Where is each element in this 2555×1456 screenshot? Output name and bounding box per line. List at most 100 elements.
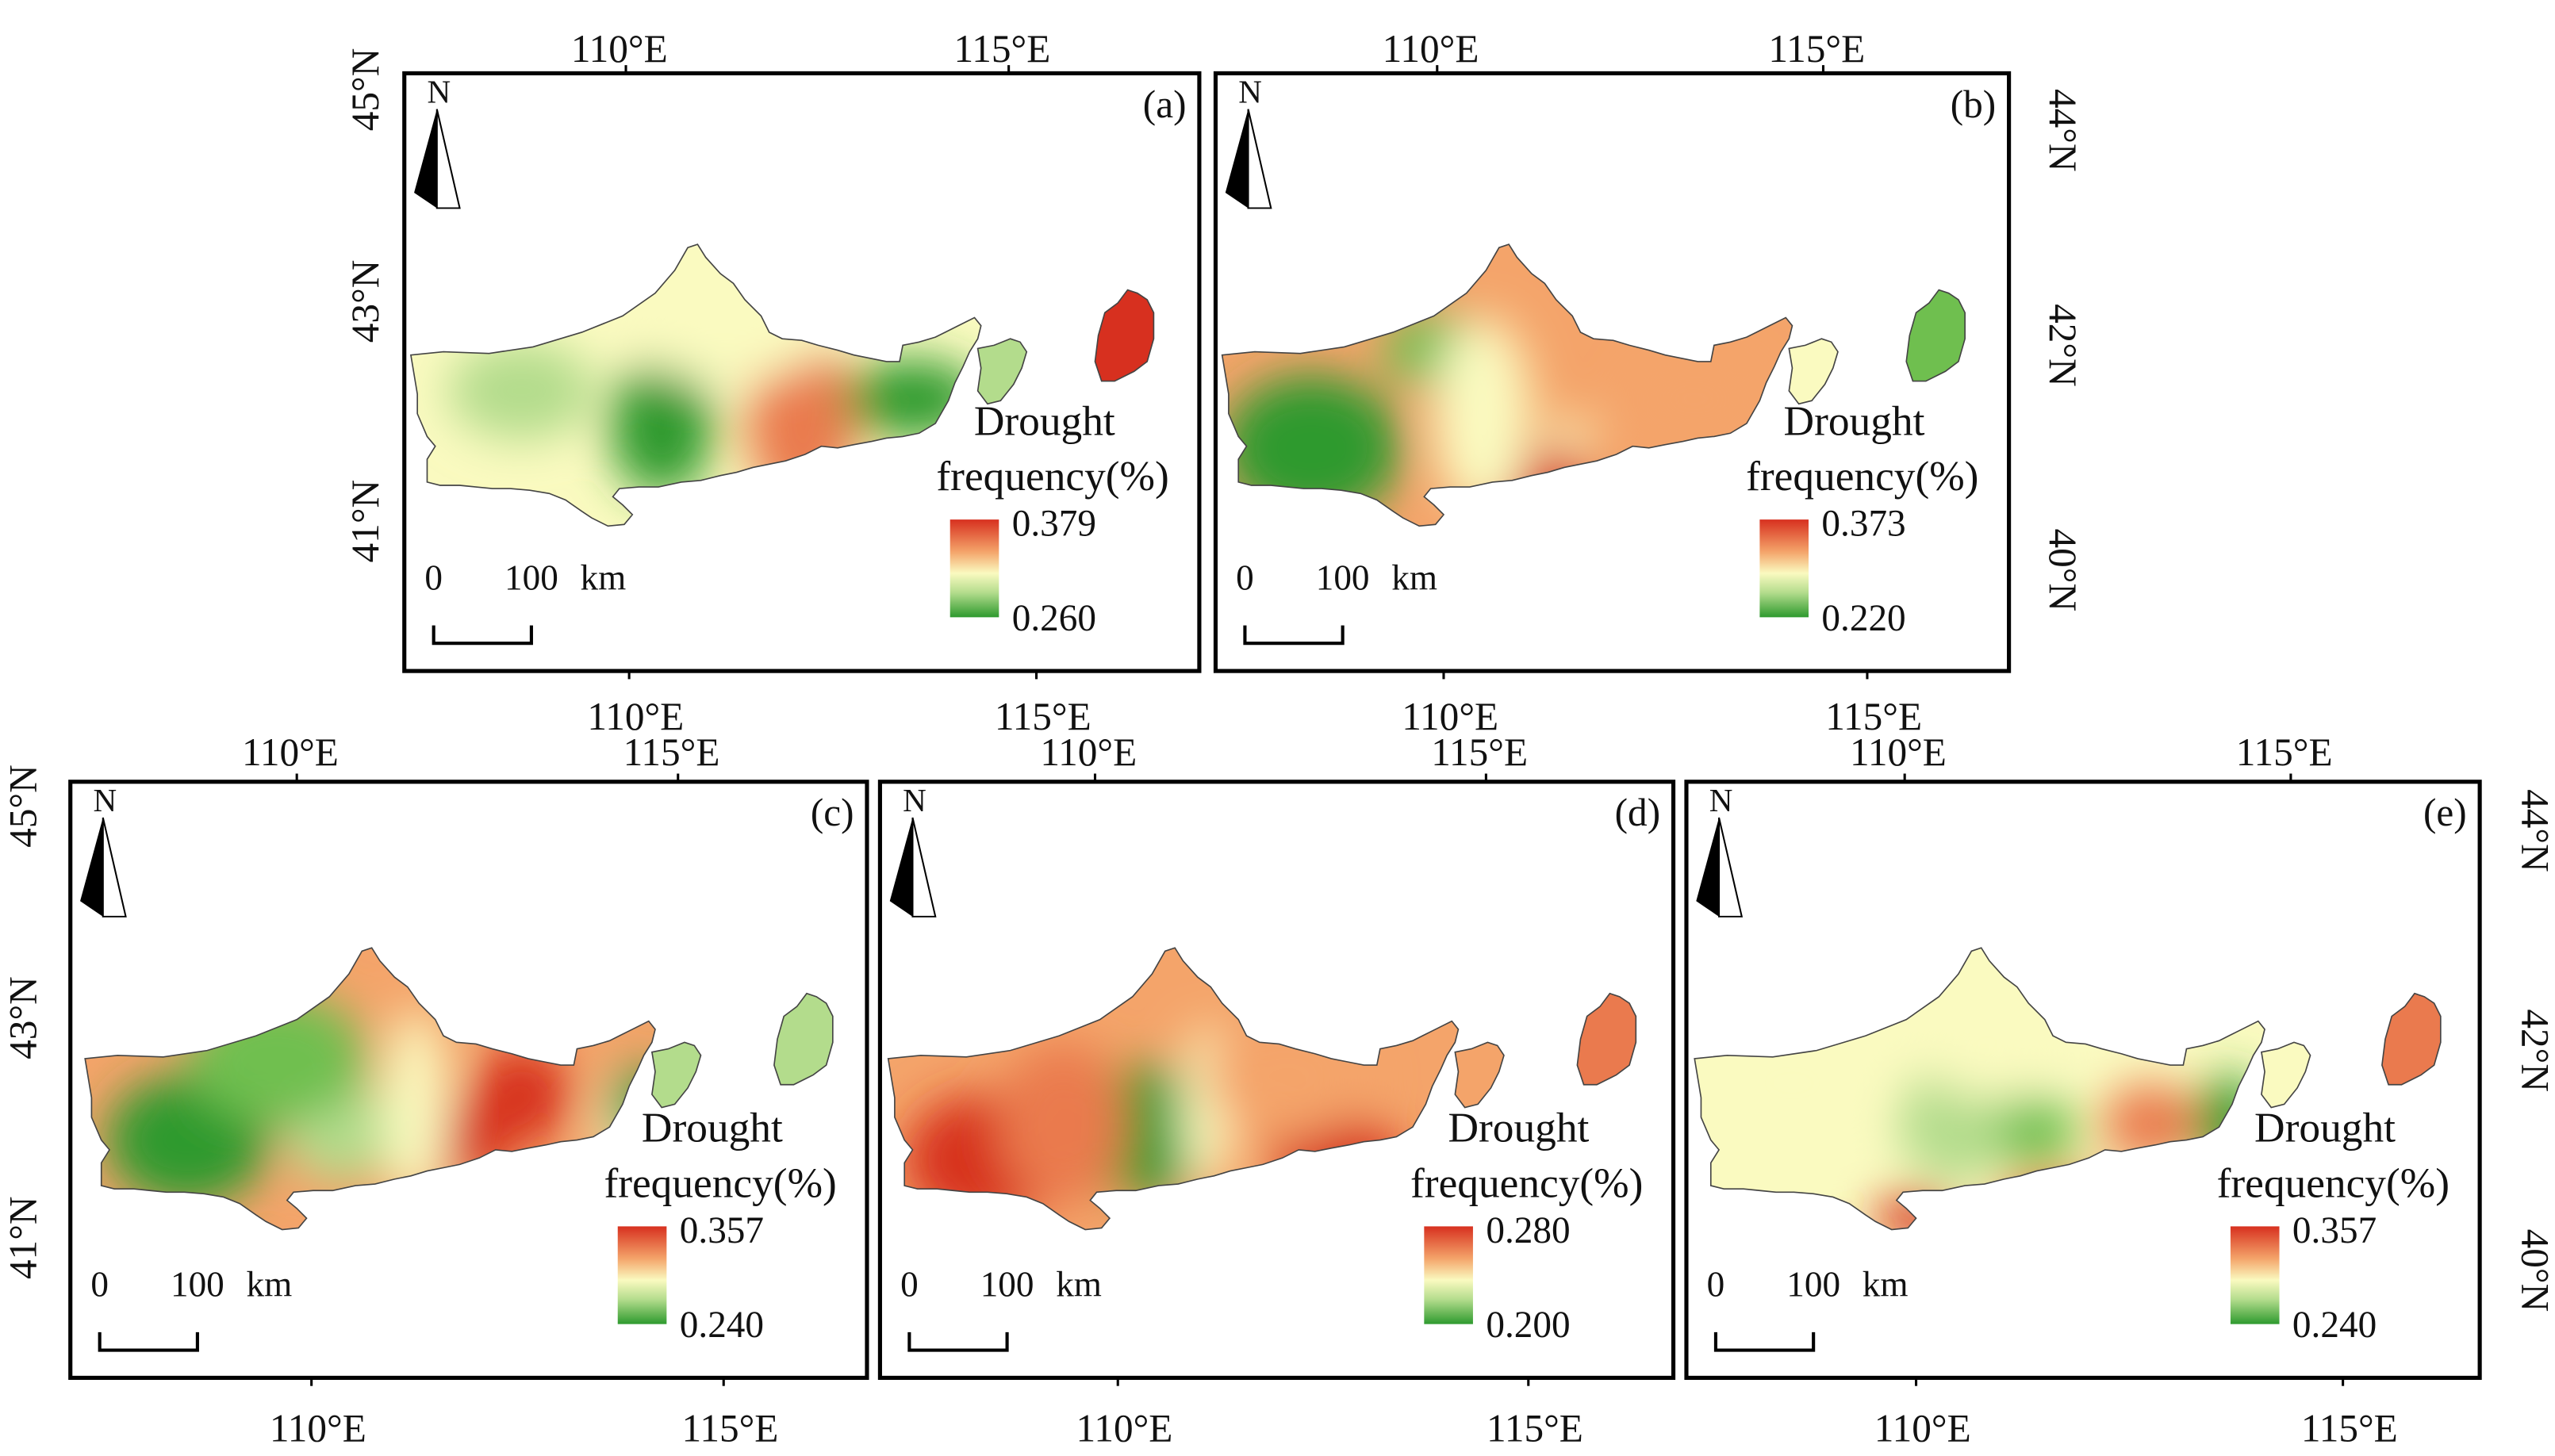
map-frame	[402, 71, 1202, 673]
lon-label-bottom: 115°E	[2301, 1407, 2398, 1450]
map-frame	[1213, 71, 2012, 673]
north-arrow-icon: N	[413, 73, 461, 209]
north-arrow-icon: N	[1224, 73, 1272, 209]
lon-label-top: 115°E	[1768, 27, 1865, 71]
lon-label-bottom: 115°E	[682, 1407, 779, 1450]
drought-map-region	[1694, 947, 2266, 1231]
lat-label: 42°N	[2514, 1009, 2555, 1092]
axis-ticks	[295, 773, 725, 1386]
lon-label-bottom: 110°E	[1076, 1407, 1173, 1450]
lon-label-top: 110°E	[571, 27, 668, 71]
svg-text:100: 100	[1786, 1265, 1840, 1305]
map-panel-c: (c) 110°E 115°E 110°E 115°E 45°N 43°N 41°N N 0 100…	[2, 730, 869, 1450]
lat-label: 44°N	[2041, 89, 2085, 172]
lon-label-bottom: 110°E	[1402, 695, 1498, 738]
legend: Drought frequency(%)0.357 0.240	[604, 1104, 836, 1346]
svg-text:Drought: Drought	[1448, 1104, 1589, 1151]
panel-label: (b)	[1951, 82, 1996, 126]
lon-label-bottom: 115°E	[995, 695, 1091, 738]
legend-color-ramp	[1424, 1226, 1473, 1324]
legend-min: 0.240	[680, 1305, 764, 1346]
legend: Drought frequency(%)0.357 0.240	[2217, 1104, 2450, 1346]
lat-label: 40°N	[2514, 1229, 2555, 1312]
legend-color-ramp	[949, 519, 999, 618]
east-patch-2	[1094, 289, 1155, 382]
lat-label: 40°N	[2041, 529, 2085, 612]
svg-text:0: 0	[1707, 1265, 1725, 1305]
east-patch-2	[773, 992, 834, 1086]
lon-label-top: 115°E	[623, 730, 720, 774]
east-patch-1	[1788, 338, 1839, 405]
east-patch-1	[1454, 1041, 1505, 1109]
map-panel-b: (b) 110°E 115°E 110°E 115°E 44°N 42°N 40°N N 0 100…	[1213, 27, 2085, 738]
lon-label-top: 115°E	[2236, 730, 2333, 774]
svg-text:Drought: Drought	[974, 397, 1115, 444]
north-arrow-icon: N	[79, 782, 127, 918]
svg-text:km: km	[581, 557, 627, 597]
lon-label-bottom: 110°E	[1874, 1407, 1971, 1450]
drought-map-region	[887, 947, 1460, 1231]
svg-text:0: 0	[900, 1265, 919, 1305]
legend-color-ramp	[1759, 519, 1809, 618]
lon-label-top: 110°E	[1850, 730, 1947, 774]
lat-label: 43°N	[2, 976, 45, 1059]
svg-text:frequency(%): frequency(%)	[1410, 1159, 1643, 1206]
legend: Drought frequency(%)0.373 0.220	[1746, 397, 1978, 638]
svg-text:N: N	[1238, 73, 1262, 109]
lat-label: 44°N	[2514, 789, 2555, 872]
legend-max: 0.373	[1821, 504, 1905, 545]
lon-label-top: 115°E	[1431, 730, 1528, 774]
scale-bar: 0 100 km	[1236, 557, 1437, 646]
svg-text:km: km	[1056, 1265, 1102, 1305]
legend-max: 0.357	[2292, 1210, 2377, 1251]
lon-label-top: 110°E	[242, 730, 339, 774]
axis-ticks	[624, 65, 1038, 680]
legend: Drought frequency(%)0.379 0.260	[936, 397, 1168, 638]
lon-label-bottom: 115°E	[1825, 695, 1922, 738]
map-panel-e: (e) 110°E 115°E 110°E 115°E 44°N 42°N 40°N N 0 100…	[1684, 730, 2555, 1450]
legend-min: 0.240	[2292, 1305, 2377, 1346]
map-panel-d: (d) 110°E 115°E 110°E 115°E N 0 100 km Drought fre…	[877, 730, 1676, 1450]
lat-label: 41°N	[2, 1197, 45, 1280]
axis-ticks	[1436, 65, 1869, 680]
east-patch-1	[650, 1041, 702, 1109]
lon-label-bottom: 115°E	[1487, 1407, 1583, 1450]
lon-label-top: 115°E	[953, 27, 1050, 71]
svg-text:0: 0	[1236, 557, 1254, 597]
east-patch-2	[1905, 289, 1966, 382]
axis-ticks	[1093, 773, 1530, 1386]
map-frame	[1684, 780, 2482, 1380]
lat-label: 41°N	[343, 480, 387, 563]
svg-text:Drought: Drought	[2254, 1104, 2396, 1151]
legend-max: 0.357	[680, 1210, 764, 1251]
svg-text:100: 100	[504, 557, 558, 597]
scale-bar: 0 100 km	[424, 557, 627, 646]
svg-text:km: km	[1863, 1265, 1909, 1305]
drought-map-region	[409, 243, 982, 527]
lat-label: 45°N	[2, 764, 45, 848]
svg-text:100: 100	[1316, 557, 1370, 597]
north-arrow-icon: N	[888, 782, 937, 918]
legend-min: 0.260	[1012, 598, 1096, 639]
drought-map-region	[84, 947, 657, 1231]
panel-label: (d)	[1615, 791, 1660, 834]
scale-bar: 0 100 km	[90, 1265, 292, 1352]
legend-min: 0.200	[1486, 1305, 1570, 1346]
svg-text:frequency(%): frequency(%)	[2217, 1159, 2450, 1206]
svg-text:N: N	[1709, 782, 1733, 818]
legend-color-ramp	[2230, 1226, 2280, 1324]
map-panel-a: (a) 110°E 115°E 110°E 115°E 45°N 43°N 41°N N 0 100…	[343, 27, 1202, 738]
svg-text:frequency(%): frequency(%)	[1746, 452, 1978, 500]
panel-label: (a)	[1143, 82, 1187, 126]
lon-label-bottom: 110°E	[587, 695, 684, 738]
lat-label: 45°N	[343, 48, 387, 132]
east-patch-2	[2380, 992, 2442, 1086]
svg-text:0: 0	[90, 1265, 109, 1305]
axis-ticks	[1903, 773, 2345, 1386]
svg-text:Drought: Drought	[1784, 397, 1925, 444]
east-patch-2	[1576, 992, 1637, 1086]
svg-text:km: km	[1391, 557, 1437, 597]
svg-text:0: 0	[424, 557, 443, 597]
legend-min: 0.220	[1821, 598, 1905, 639]
